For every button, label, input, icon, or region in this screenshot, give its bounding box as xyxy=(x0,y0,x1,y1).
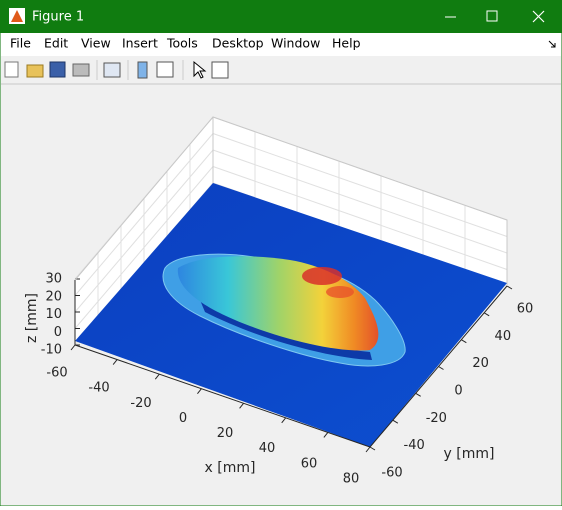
menu-item[interactable]: Edit xyxy=(44,36,68,51)
face-side xyxy=(200,300,372,360)
x-tick-label: 80 xyxy=(343,472,360,487)
pointer-icon[interactable] xyxy=(193,60,207,79)
menu-dock-arrow[interactable] xyxy=(548,40,556,48)
y-axis-label: y [mm] xyxy=(444,446,495,462)
x-tick-label: -60 xyxy=(46,366,67,381)
menu-bar xyxy=(1,33,561,56)
x-tick-label: 60 xyxy=(301,456,318,471)
tick-mark xyxy=(197,388,202,395)
property-icon[interactable] xyxy=(211,61,229,79)
toolbar xyxy=(1,56,561,84)
x-tick-label: 40 xyxy=(259,441,276,456)
menu-item[interactable]: Window xyxy=(271,36,320,51)
z-tick-label: 0 xyxy=(54,325,62,340)
legend-icon[interactable] xyxy=(156,61,174,78)
x-tick-label: -20 xyxy=(130,396,151,411)
tick-mark xyxy=(506,285,513,290)
z-tick-label: 20 xyxy=(45,289,62,304)
tick-mark xyxy=(365,446,371,453)
y-tick-label: -40 xyxy=(404,438,425,453)
menu-item[interactable]: View xyxy=(81,36,111,51)
box-edge xyxy=(74,116,508,286)
y-tick-label: -20 xyxy=(426,411,447,426)
axes-edges xyxy=(74,280,508,448)
title-bar xyxy=(0,0,562,33)
print-icon[interactable] xyxy=(72,63,90,77)
menu-item[interactable]: Insert xyxy=(122,36,158,51)
tick-mark xyxy=(438,366,444,370)
x-axis-label: x [mm] xyxy=(205,460,256,476)
y-tick-label: 0 xyxy=(454,384,462,399)
open-icon[interactable] xyxy=(26,64,44,78)
link-icon[interactable] xyxy=(103,62,121,78)
tick-mark xyxy=(392,419,399,424)
tick-mark xyxy=(483,312,490,317)
face-nose xyxy=(326,286,354,298)
tick-mark xyxy=(112,359,118,365)
new-icon[interactable] xyxy=(4,61,19,78)
tick-mark xyxy=(154,373,160,380)
menu-item[interactable]: File xyxy=(10,36,31,51)
x-tick-label: 20 xyxy=(217,426,234,441)
tick-mark xyxy=(461,339,467,344)
save-icon[interactable] xyxy=(49,61,66,78)
x-tick-label: -40 xyxy=(88,381,109,396)
y-tick-label: 20 xyxy=(472,356,489,371)
menu-item[interactable]: Help xyxy=(332,36,361,51)
menu-item[interactable]: Desktop xyxy=(212,36,264,51)
z-tick-label: 10 xyxy=(45,307,62,322)
z-axis-label: z [mm] xyxy=(24,293,40,343)
x-tick-label: 0 xyxy=(179,411,187,426)
tick-mark xyxy=(239,402,244,409)
maximize-button[interactable] xyxy=(486,10,498,22)
y-tick-label: 40 xyxy=(495,329,512,344)
toolbar-icons xyxy=(4,60,229,80)
z-tick-label: -10 xyxy=(41,343,62,358)
z-tick-label: 30 xyxy=(45,272,62,287)
tick-mark xyxy=(323,432,329,438)
menu-item[interactable]: Tools xyxy=(166,36,198,51)
y-tick-label: 60 xyxy=(517,302,534,317)
tick-mark xyxy=(369,446,376,451)
app-icon-shape xyxy=(11,10,23,22)
tick-mark xyxy=(415,392,421,397)
tick-mark xyxy=(281,417,287,424)
tick-mark xyxy=(70,344,76,351)
close-button[interactable] xyxy=(532,10,545,23)
face-peak xyxy=(302,267,342,285)
colorbar-icon[interactable] xyxy=(137,61,148,79)
axis-lines xyxy=(74,280,508,448)
y-tick-label: -60 xyxy=(381,466,402,481)
window-title: Figure 1 xyxy=(32,10,84,25)
